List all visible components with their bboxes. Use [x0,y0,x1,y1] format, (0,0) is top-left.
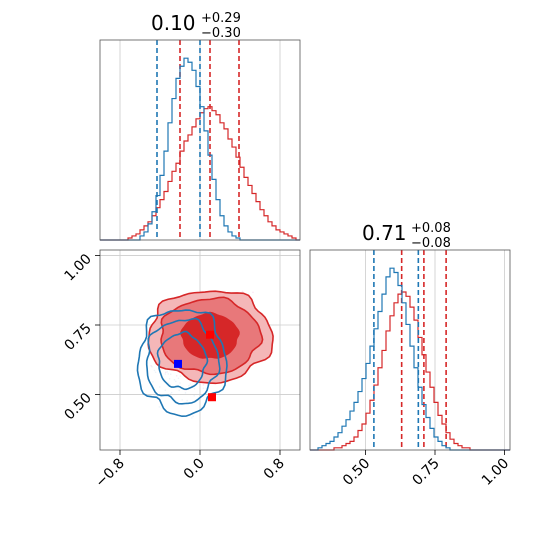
title-bottom-right-upper: +0.08 [411,221,451,236]
sample-point [178,389,181,392]
grid-bottom-left [100,250,300,450]
contour-bottom-left [136,290,274,419]
marker-1 [208,393,216,402]
sample-point [193,394,195,397]
sample-point [158,406,161,408]
sample-point [241,290,244,293]
sample-point [167,382,170,384]
xtick-label-2: 0.8 [261,456,288,483]
histogram-bottom-right [310,250,510,451]
xtick-label-1: 0.75 [409,456,442,489]
sample-point [169,373,172,376]
sample-point [150,364,152,367]
sample-point [158,386,161,388]
histogram-top-left [100,40,300,241]
sample-point [154,371,157,374]
title-bottom-right-lower: −0.08 [411,236,451,251]
sample-point [191,384,193,387]
sample-point [164,371,167,374]
sample-point [205,387,208,389]
sample-point [202,387,205,390]
sample-point [170,391,173,394]
sample-point [189,383,192,385]
xtick-label-2: 1.00 [479,456,512,489]
ytick-label-0: 0.50 [61,390,94,423]
sample-point [175,374,178,377]
title-top-left-value: 0.10 [151,11,196,35]
title-top-left-upper: +0.29 [201,11,241,26]
sample-point [151,365,153,368]
sample-point [198,382,200,385]
sample-point [152,381,154,383]
panel-top-left: 0.10 +0.29 −0.30 [99,11,301,241]
panel-bottom-left: −0.8 0.0 0.8 0.50 0.75 1.00 [61,249,301,491]
xtick-label-0: 0.50 [340,456,373,489]
contour-blue-level-1 [145,317,221,405]
marker-0 [206,330,214,339]
sample-point [252,291,254,294]
sample-point [179,375,182,377]
sample-point [202,384,205,386]
sample-point [173,378,176,381]
yticks-bottom-left: 0.50 0.75 1.00 [61,251,100,423]
sample-point [192,415,194,418]
xticks-bottom-left: −0.8 0.0 0.8 [92,450,288,491]
contour-blue-level-0 [156,330,209,391]
sample-point [175,380,177,383]
sample-point [179,382,181,384]
sample-point [191,417,193,419]
sample-point [193,388,196,390]
sample-point [177,377,180,380]
sample-point [164,389,167,392]
ytick-label-1: 0.75 [61,321,94,354]
xtick-label-1: 0.0 [181,456,208,483]
axes-frame-bottom-right [309,249,511,451]
sample-point [167,373,170,375]
sample-point [188,384,190,387]
hist-step-blue [310,267,510,451]
title-bottom-right-value: 0.71 [362,221,407,245]
sample-point [181,399,183,401]
title-top-left-lower: −0.30 [201,26,241,41]
panel-bottom-right: 0.71 +0.08 −0.08 0.50 0.75 1.00 [309,221,512,489]
sample-point [186,399,188,402]
axes-frame-top-left [99,39,301,241]
sample-point [164,373,167,375]
marker-2 [174,359,182,368]
hist-step-red [310,291,510,451]
hist-step-red [100,106,300,241]
ytick-label-2: 1.00 [61,251,94,284]
sample-point [153,369,156,372]
sample-point [169,393,172,395]
sample-point [184,392,187,394]
contour-blue-level-2 [136,309,228,418]
contour-clipped-group [136,290,274,419]
sample-point [168,377,171,380]
sample-point [166,371,169,373]
xticks-bottom-right: 0.50 0.75 1.00 [340,450,512,489]
xtick-label-0: −0.8 [92,456,127,491]
